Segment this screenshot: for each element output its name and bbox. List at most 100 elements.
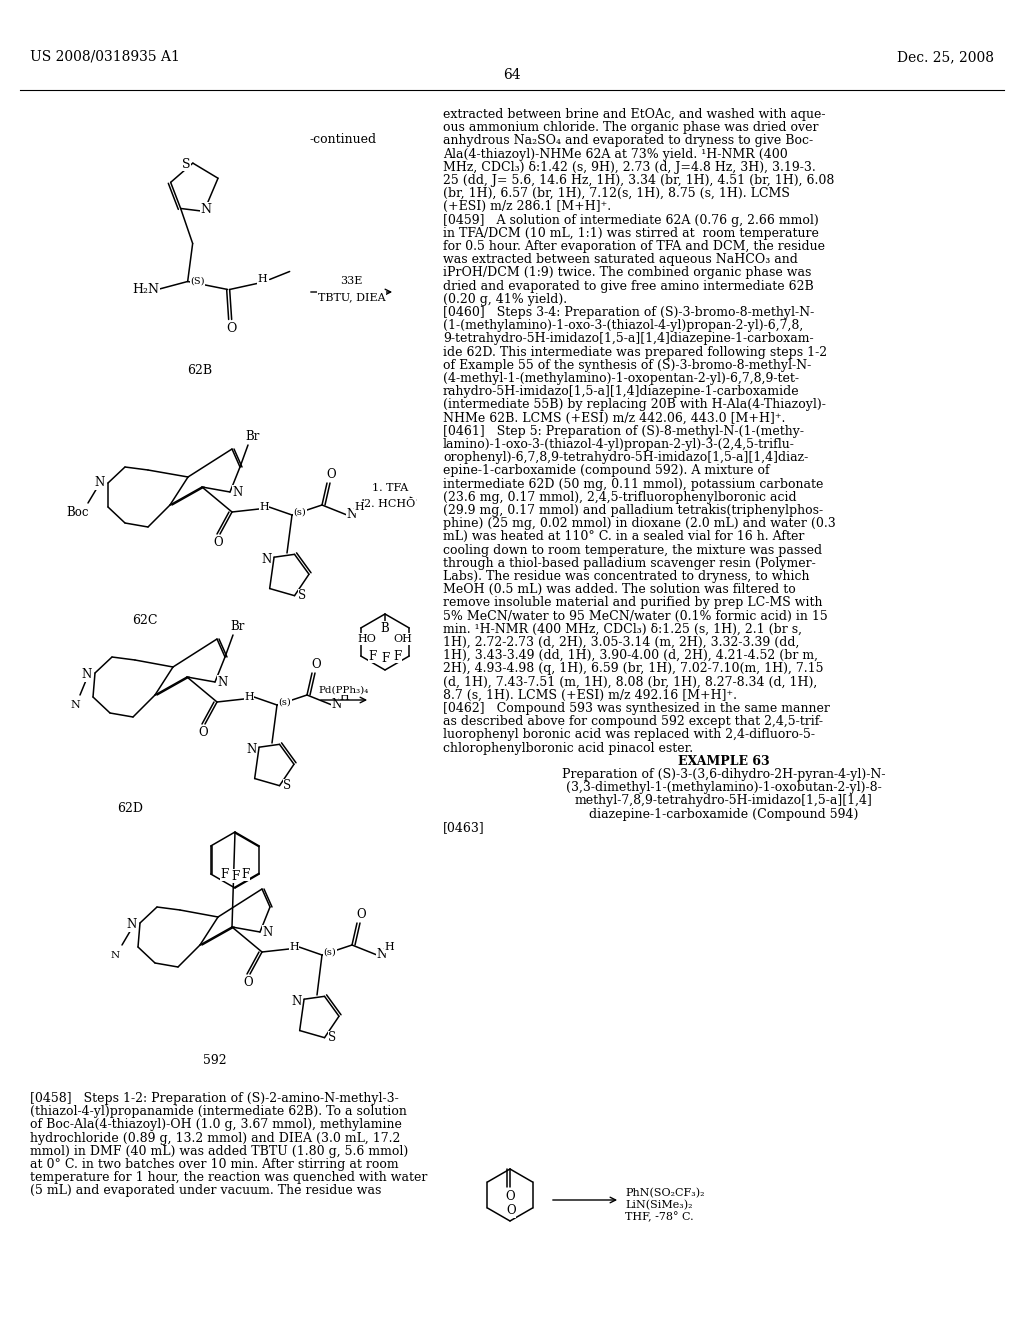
Text: THF, -78° C.: THF, -78° C. <box>625 1212 693 1222</box>
Text: as described above for compound 592 except that 2,4,5-trif-: as described above for compound 592 exce… <box>443 715 823 729</box>
Text: temperature for 1 hour, the reaction was quenched with water: temperature for 1 hour, the reaction was… <box>30 1171 427 1184</box>
Text: through a thiol-based palladium scavenger resin (Polymer-: through a thiol-based palladium scavenge… <box>443 557 816 570</box>
Text: US 2008/0318935 A1: US 2008/0318935 A1 <box>30 50 180 63</box>
Text: N: N <box>347 508 357 521</box>
Text: (thiazol-4-yl)propanamide (intermediate 62B). To a solution: (thiazol-4-yl)propanamide (intermediate … <box>30 1105 407 1118</box>
Text: (1-(methylamino)-1-oxo-3-(thiazol-4-yl)propan-2-yl)-6,7,8,: (1-(methylamino)-1-oxo-3-(thiazol-4-yl)p… <box>443 319 803 333</box>
Text: 33E: 33E <box>340 276 362 286</box>
Text: N: N <box>291 995 301 1007</box>
Text: (5 mL) and evaporated under vacuum. The residue was: (5 mL) and evaporated under vacuum. The … <box>30 1184 381 1197</box>
Text: 2H), 4.93-4.98 (q, 1H), 6.59 (br, 1H), 7.02-7.10(m, 1H), 7.15: 2H), 4.93-4.98 (q, 1H), 6.59 (br, 1H), 7… <box>443 663 823 676</box>
Text: chlorophenylboronic acid pinacol ester.: chlorophenylboronic acid pinacol ester. <box>443 742 693 755</box>
Text: intermediate 62D (50 mg, 0.11 mmol), potassium carbonate: intermediate 62D (50 mg, 0.11 mmol), pot… <box>443 478 823 491</box>
Text: iPrOH/DCM (1:9) twice. The combined organic phase was: iPrOH/DCM (1:9) twice. The combined orga… <box>443 267 811 280</box>
Text: MeOH (0.5 mL) was added. The solution was filtered to: MeOH (0.5 mL) was added. The solution wa… <box>443 583 796 597</box>
Text: mL) was heated at 110° C. in a sealed vial for 16 h. After: mL) was heated at 110° C. in a sealed vi… <box>443 531 805 544</box>
Text: extracted between brine and EtOAc, and washed with aque-: extracted between brine and EtOAc, and w… <box>443 108 825 121</box>
Text: (3,3-dimethyl-1-(methylamino)-1-oxobutan-2-yl)-8-: (3,3-dimethyl-1-(methylamino)-1-oxobutan… <box>566 781 882 795</box>
Text: at 0° C. in two batches over 10 min. After stirring at room: at 0° C. in two batches over 10 min. Aft… <box>30 1158 398 1171</box>
Text: F: F <box>230 870 240 883</box>
Text: cooling down to room temperature, the mixture was passed: cooling down to room temperature, the mi… <box>443 544 822 557</box>
Text: F: F <box>369 649 377 663</box>
Text: F: F <box>220 867 229 880</box>
Text: [0463]: [0463] <box>443 821 484 834</box>
Text: LiN(SiMe₃)₂: LiN(SiMe₃)₂ <box>625 1200 692 1210</box>
Text: (s): (s) <box>279 697 292 706</box>
Text: N: N <box>263 925 273 939</box>
Text: H: H <box>259 502 269 512</box>
Text: (s): (s) <box>294 507 306 516</box>
Text: N: N <box>218 676 228 689</box>
Text: Boc: Boc <box>67 507 89 520</box>
Text: N: N <box>377 949 387 961</box>
Text: [0461]   Step 5: Preparation of (S)-8-methyl-N-(1-(methy-: [0461] Step 5: Preparation of (S)-8-meth… <box>443 425 804 438</box>
Text: was extracted between saturated aqueous NaHCO₃ and: was extracted between saturated aqueous … <box>443 253 798 267</box>
Text: O: O <box>505 1189 515 1203</box>
Text: H: H <box>354 502 364 512</box>
Text: B: B <box>381 622 389 635</box>
Text: H: H <box>339 692 349 702</box>
Text: [0459]   A solution of intermediate 62A (0.76 g, 2.66 mmol): [0459] A solution of intermediate 62A (0… <box>443 214 819 227</box>
Text: PhN(SO₂CF₃)₂: PhN(SO₂CF₃)₂ <box>625 1188 705 1199</box>
Text: N: N <box>70 700 80 710</box>
Text: luorophenyl boronic acid was replaced with 2,4-difluoro-5-: luorophenyl boronic acid was replaced wi… <box>443 729 815 742</box>
Text: of Example 55 of the synthesis of (S)-3-bromo-8-methyl-N-: of Example 55 of the synthesis of (S)-3-… <box>443 359 811 372</box>
Text: Labs). The residue was concentrated to dryness, to which: Labs). The residue was concentrated to d… <box>443 570 810 583</box>
Text: (intermediate 55B) by replacing 20B with H-Ala(4-Thiazoyl)-: (intermediate 55B) by replacing 20B with… <box>443 399 826 412</box>
Text: H: H <box>244 692 254 702</box>
Text: MHz, CDCl₃) δ:1.42 (s, 9H), 2.73 (d, J=4.8 Hz, 3H), 3.19-3.: MHz, CDCl₃) δ:1.42 (s, 9H), 2.73 (d, J=4… <box>443 161 816 174</box>
Text: Preparation of (S)-3-(3,6-dihydro-2H-pyran-4-yl)-N-: Preparation of (S)-3-(3,6-dihydro-2H-pyr… <box>562 768 886 781</box>
Text: O: O <box>311 657 321 671</box>
Text: 62C: 62C <box>132 614 158 627</box>
Text: [0462]   Compound 593 was synthesized in the same manner: [0462] Compound 593 was synthesized in t… <box>443 702 829 715</box>
Text: O: O <box>506 1204 516 1217</box>
Text: 2. HCHO: 2. HCHO <box>365 499 416 510</box>
Text: (s): (s) <box>324 948 336 957</box>
Text: N: N <box>261 553 271 566</box>
Text: methyl-7,8,9-tetrahydro-5H-imidazo[1,5-a][1,4]: methyl-7,8,9-tetrahydro-5H-imidazo[1,5-a… <box>575 795 872 808</box>
Text: F: F <box>381 652 389 664</box>
Text: ous ammonium chloride. The organic phase was dried over: ous ammonium chloride. The organic phase… <box>443 121 818 135</box>
Text: mmol) in DMF (40 mL) was added TBTU (1.80 g, 5.6 mmol): mmol) in DMF (40 mL) was added TBTU (1.8… <box>30 1144 409 1158</box>
Text: O: O <box>213 536 223 549</box>
Text: H: H <box>384 942 394 952</box>
Text: 9-tetrahydro-5H-imidazo[1,5-a][1,4]diazepine-1-carboxam-: 9-tetrahydro-5H-imidazo[1,5-a][1,4]diaze… <box>443 333 814 346</box>
Text: (d, 1H), 7.43-7.51 (m, 1H), 8.08 (br, 1H), 8.27-8.34 (d, 1H),: (d, 1H), 7.43-7.51 (m, 1H), 8.08 (br, 1H… <box>443 676 817 689</box>
Text: rahydro-5H-imidazo[1,5-a][1,4]diazepine-1-carboxamide: rahydro-5H-imidazo[1,5-a][1,4]diazepine-… <box>443 385 800 399</box>
Text: OH: OH <box>393 634 413 644</box>
Text: anhydrous Na₂SO₄ and evaporated to dryness to give Boc-: anhydrous Na₂SO₄ and evaporated to dryne… <box>443 135 813 148</box>
Text: 592: 592 <box>203 1053 226 1067</box>
Text: N: N <box>201 203 212 216</box>
Text: ide 62D. This intermediate was prepared following steps 1-2: ide 62D. This intermediate was prepared … <box>443 346 827 359</box>
Text: F: F <box>393 649 401 663</box>
Text: dried and evaporated to give free amino intermediate 62B: dried and evaporated to give free amino … <box>443 280 814 293</box>
Text: O: O <box>327 467 336 480</box>
Text: (29.9 mg, 0.17 mmol) and palladium tetrakis(triphenylphos-: (29.9 mg, 0.17 mmol) and palladium tetra… <box>443 504 823 517</box>
Text: 25 (dd, J= 5.6, 14.6 Hz, 1H), 3.34 (br, 1H), 4.51 (br, 1H), 6.08: 25 (dd, J= 5.6, 14.6 Hz, 1H), 3.34 (br, … <box>443 174 835 187</box>
Text: O: O <box>199 726 208 739</box>
Text: (br, 1H), 6.57 (br, 1H), 7.12(s, 1H), 8.75 (s, 1H). LCMS: (br, 1H), 6.57 (br, 1H), 7.12(s, 1H), 8.… <box>443 187 790 201</box>
Text: remove insoluble material and purified by prep LC-MS with: remove insoluble material and purified b… <box>443 597 822 610</box>
Text: (23.6 mg, 0.17 mmol), 2,4,5-trifluorophenylboronic acid: (23.6 mg, 0.17 mmol), 2,4,5-trifluorophe… <box>443 491 797 504</box>
Text: diazepine-1-carboxamide (Compound 594): diazepine-1-carboxamide (Compound 594) <box>590 808 859 821</box>
Text: O: O <box>356 908 366 920</box>
Text: O: O <box>243 977 253 990</box>
Text: Ala(4-thiazoyl)-NHMe 62A at 73% yield. ¹H-NMR (400: Ala(4-thiazoyl)-NHMe 62A at 73% yield. ¹… <box>443 148 787 161</box>
Text: Br: Br <box>230 620 245 634</box>
Text: H: H <box>258 275 267 285</box>
Text: 1. TFA: 1. TFA <box>372 483 409 492</box>
Text: (S): (S) <box>190 277 205 286</box>
Text: TBTU, DIEA: TBTU, DIEA <box>317 292 385 302</box>
Text: N: N <box>232 486 243 499</box>
Text: 8.7 (s, 1H). LCMS (+ESI) m/z 492.16 [M+H]⁺.: 8.7 (s, 1H). LCMS (+ESI) m/z 492.16 [M+H… <box>443 689 737 702</box>
Text: -continued: -continued <box>310 133 377 147</box>
Text: Dec. 25, 2008: Dec. 25, 2008 <box>897 50 994 63</box>
Text: (0.20 g, 41% yield).: (0.20 g, 41% yield). <box>443 293 567 306</box>
Text: F: F <box>241 867 250 880</box>
Text: 62B: 62B <box>187 363 213 376</box>
Text: 5% MeCN/water to 95 MeCN/water (0.1% formic acid) in 15: 5% MeCN/water to 95 MeCN/water (0.1% for… <box>443 610 827 623</box>
Text: N: N <box>332 698 342 711</box>
Text: O: O <box>226 322 237 335</box>
Text: of Boc-Ala(4-thiazoyl)-OH (1.0 g, 3.67 mmol), methylamine: of Boc-Ala(4-thiazoyl)-OH (1.0 g, 3.67 m… <box>30 1118 401 1131</box>
Text: Br: Br <box>246 430 260 444</box>
